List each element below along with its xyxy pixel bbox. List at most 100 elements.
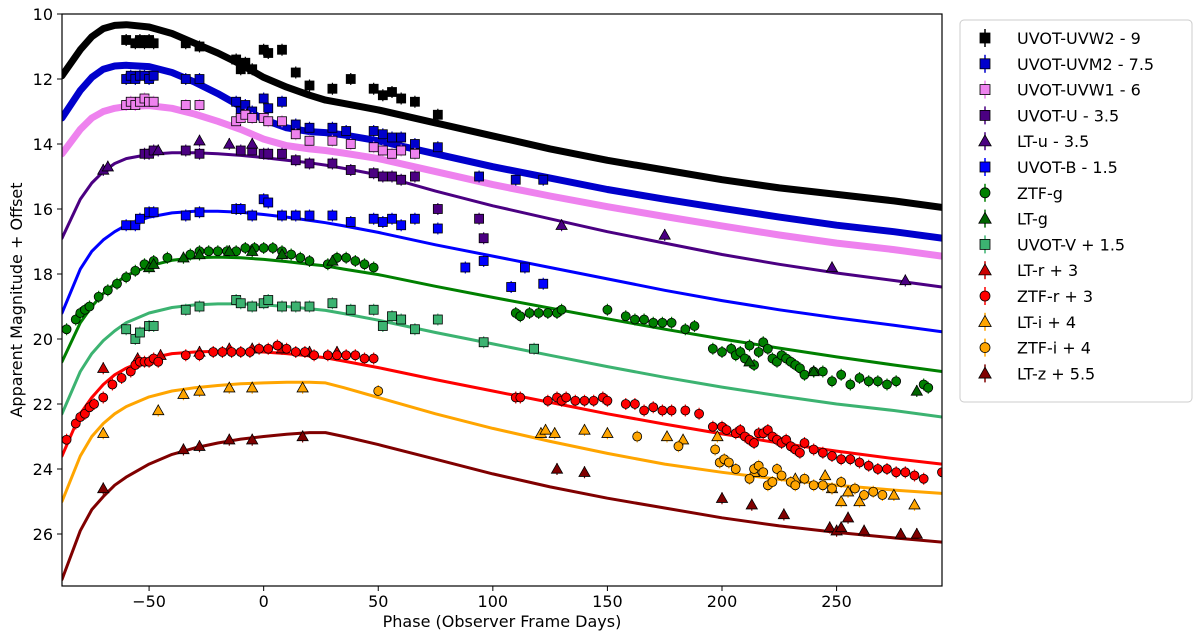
y-tick-label: 24 [33, 460, 53, 479]
data-point [96, 426, 110, 438]
legend-label: UVOT-UVM2 - 7.5 [1017, 55, 1154, 74]
legend-entry-4: LT-u - 3.5 [978, 132, 1089, 151]
data-point [212, 246, 223, 257]
data-point [359, 259, 370, 270]
data-point [834, 521, 848, 533]
data-point [648, 402, 659, 413]
series-points-7 [142, 244, 924, 397]
data-point [326, 254, 339, 266]
data-point [327, 122, 338, 133]
data-point [290, 67, 301, 78]
data-point [478, 256, 489, 266]
data-point [203, 246, 214, 257]
x-axis-ticks: −50 0 50 100 150 200 250 [132, 586, 852, 611]
data-point [101, 160, 115, 172]
data-point [836, 454, 847, 465]
legend-marker [978, 314, 992, 327]
data-point [296, 381, 309, 393]
data-point [845, 379, 856, 390]
data-point [240, 57, 251, 68]
data-point [817, 366, 828, 377]
data-point [767, 477, 778, 487]
data-point [657, 405, 668, 416]
data-point [836, 477, 847, 487]
data-point [281, 343, 292, 354]
model-curve-0 [62, 21, 942, 211]
data-point [579, 395, 590, 406]
data-point [263, 116, 274, 127]
data-point [538, 174, 549, 185]
data-point [478, 233, 489, 244]
legend-marker [978, 134, 992, 147]
data-point [539, 423, 552, 435]
data-point [474, 171, 484, 182]
legend-label: LT-i + 4 [1017, 313, 1076, 332]
data-point [396, 93, 407, 104]
data-point [602, 304, 613, 315]
data-point [899, 274, 912, 286]
data-point [263, 343, 274, 354]
data-point [277, 116, 287, 127]
data-point [707, 343, 718, 354]
data-point [121, 220, 132, 231]
data-point [555, 218, 568, 230]
data-point [387, 148, 397, 159]
data-point [93, 291, 104, 302]
data-point [304, 301, 315, 312]
data-point [777, 508, 791, 520]
data-point [263, 148, 274, 159]
data-point [245, 347, 255, 357]
data-point [658, 228, 671, 240]
legend-label: ZTF-r + 3 [1017, 287, 1093, 306]
data-point [247, 210, 258, 221]
series-points-13 [96, 430, 924, 540]
series-points-0 [121, 34, 443, 121]
data-point [148, 207, 159, 218]
data-point [753, 347, 764, 357]
legend-label: LT-g [1017, 210, 1048, 229]
data-point [235, 347, 246, 357]
y-tick-label: 18 [33, 265, 53, 284]
data-point [341, 126, 352, 136]
data-point [723, 457, 734, 468]
data-point [460, 262, 471, 273]
data-point [258, 243, 269, 253]
x-tick-label: 0 [259, 592, 269, 611]
data-point [177, 443, 190, 455]
y-tick-label: 10 [33, 5, 53, 24]
data-point [180, 38, 191, 49]
legend-marker [979, 290, 991, 302]
data-point [762, 343, 773, 354]
x-tick-label: 50 [368, 592, 388, 611]
y-tick-label: 26 [33, 525, 53, 544]
data-point [410, 96, 420, 107]
data-point [258, 93, 269, 104]
data-point [151, 144, 165, 156]
data-point [937, 467, 942, 478]
data-point [116, 373, 127, 383]
data-point [891, 376, 902, 387]
data-point [410, 213, 420, 224]
data-point [135, 327, 145, 338]
data-point [223, 381, 236, 393]
data-point [267, 243, 278, 253]
data-point [882, 464, 892, 474]
data-point [245, 381, 259, 393]
legend-label: UVOT-B - 1.5 [1017, 158, 1118, 177]
data-point [148, 38, 159, 49]
data-point [290, 301, 301, 312]
series-points-5 [121, 193, 549, 293]
data-point [515, 392, 526, 403]
data-point [799, 369, 810, 380]
data-point [290, 129, 301, 140]
legend-entry-13: LT-z + 5.5 [978, 364, 1095, 383]
data-point [368, 168, 379, 179]
data-point [529, 343, 539, 354]
data-point [432, 142, 443, 153]
legend-entry-10: ZTF-r + 3 [979, 287, 1093, 306]
data-point [817, 447, 828, 458]
series-points-10 [62, 339, 942, 485]
data-point [295, 252, 306, 263]
data-point [710, 444, 721, 455]
data-point [193, 134, 206, 146]
